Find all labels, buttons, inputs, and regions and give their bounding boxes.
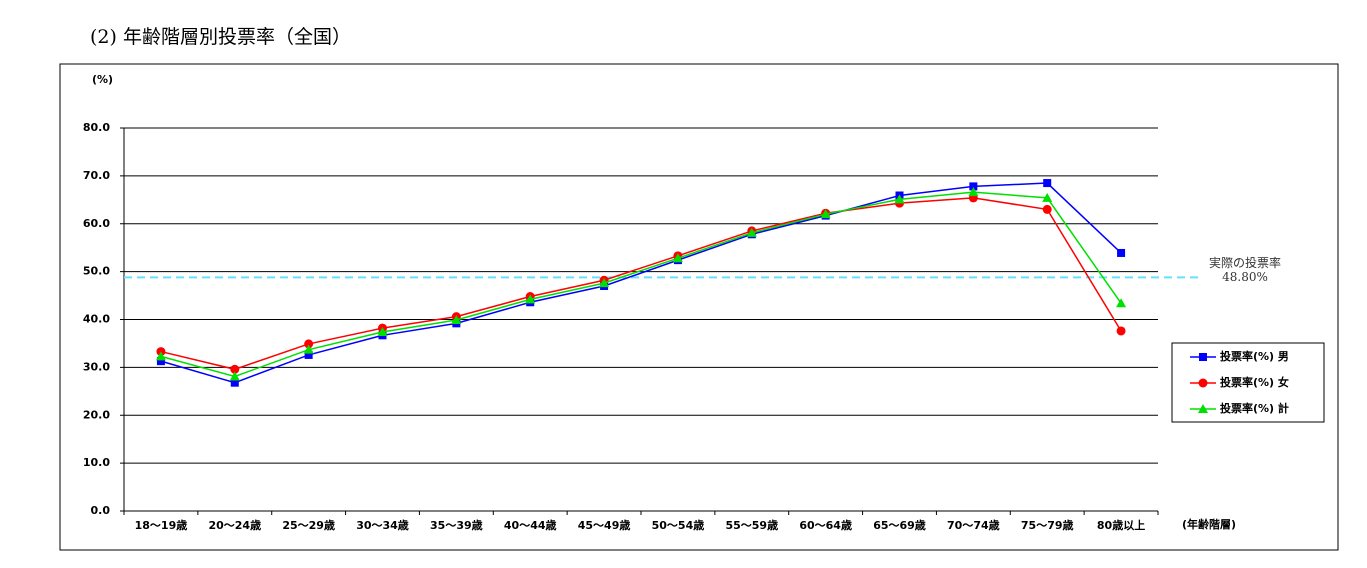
x-tick-label: 75～79歳 <box>1021 518 1074 532</box>
data-point <box>304 350 313 359</box>
x-tick-label: 18～19歳 <box>135 518 188 532</box>
data-point <box>525 294 536 304</box>
data-point <box>746 227 757 237</box>
series-line <box>160 191 1122 378</box>
data-point <box>1116 298 1127 308</box>
series-line <box>160 182 1122 384</box>
y-tick-label: 40.0 <box>83 313 110 326</box>
data-point <box>304 339 314 349</box>
data-point <box>377 326 388 336</box>
data-point <box>1042 204 1052 214</box>
legend-marker <box>1198 378 1208 388</box>
data-point <box>303 344 314 354</box>
data-point <box>155 351 166 361</box>
y-tick-label: 0.0 <box>91 504 111 517</box>
data-point <box>599 278 610 288</box>
x-tick-label: 65～69歳 <box>873 518 926 532</box>
data-point <box>229 371 240 381</box>
x-tick-label: 20～24歳 <box>208 518 261 532</box>
x-tick-label: 35～39歳 <box>430 518 483 532</box>
chart-frame <box>59 63 1339 551</box>
y-tick-label: 60.0 <box>83 217 110 230</box>
data-point <box>451 314 462 324</box>
reference-label: 実際の投票率 <box>1209 255 1281 270</box>
y-tick-label: 70.0 <box>83 169 110 182</box>
reference-value: 48.80% <box>1222 270 1268 284</box>
legend-marker <box>1198 404 1208 413</box>
data-point <box>672 253 683 263</box>
data-point <box>1116 326 1126 336</box>
x-tick-label: 50～54歳 <box>652 518 705 532</box>
data-point <box>156 357 165 366</box>
x-tick-label: 80歳以上 <box>1097 518 1145 532</box>
data-point <box>230 378 239 387</box>
x-tick-label: 30～34歳 <box>356 518 409 532</box>
x-tick-label: 40～44歳 <box>504 518 557 532</box>
data-point <box>969 182 978 191</box>
data-point <box>1042 192 1053 202</box>
x-tick-label: 60～64歳 <box>799 518 852 532</box>
legend-label: 投票率(%) 計 <box>1220 401 1289 415</box>
data-point <box>1043 179 1052 188</box>
legend-label: 投票率(%) 男 <box>1220 349 1289 363</box>
data-point <box>230 364 240 374</box>
x-axis-label: (年齢階層) <box>1182 517 1236 531</box>
data-point <box>894 194 905 204</box>
data-point <box>1117 248 1126 257</box>
x-tick-label: 55～59歳 <box>725 518 778 532</box>
y-tick-label: 10.0 <box>83 456 110 469</box>
x-tick-label: 45～49歳 <box>578 518 631 532</box>
series-line <box>160 197 1122 371</box>
y-tick-label: 80.0 <box>83 121 110 134</box>
x-tick-label: 70～74歳 <box>947 518 1000 532</box>
y-tick-label: 30.0 <box>83 360 110 373</box>
legend-label: 投票率(%) 女 <box>1220 375 1289 389</box>
legend-marker <box>1199 353 1207 361</box>
y-axis-label: (%) <box>92 73 113 86</box>
chart-title: (2) 年齢階層別投票率（全国） <box>90 26 351 48</box>
data-point <box>968 187 979 197</box>
y-tick-label: 20.0 <box>83 408 110 421</box>
data-point <box>820 209 831 219</box>
y-tick-label: 50.0 <box>83 265 110 278</box>
x-tick-label: 25～29歳 <box>282 518 335 532</box>
